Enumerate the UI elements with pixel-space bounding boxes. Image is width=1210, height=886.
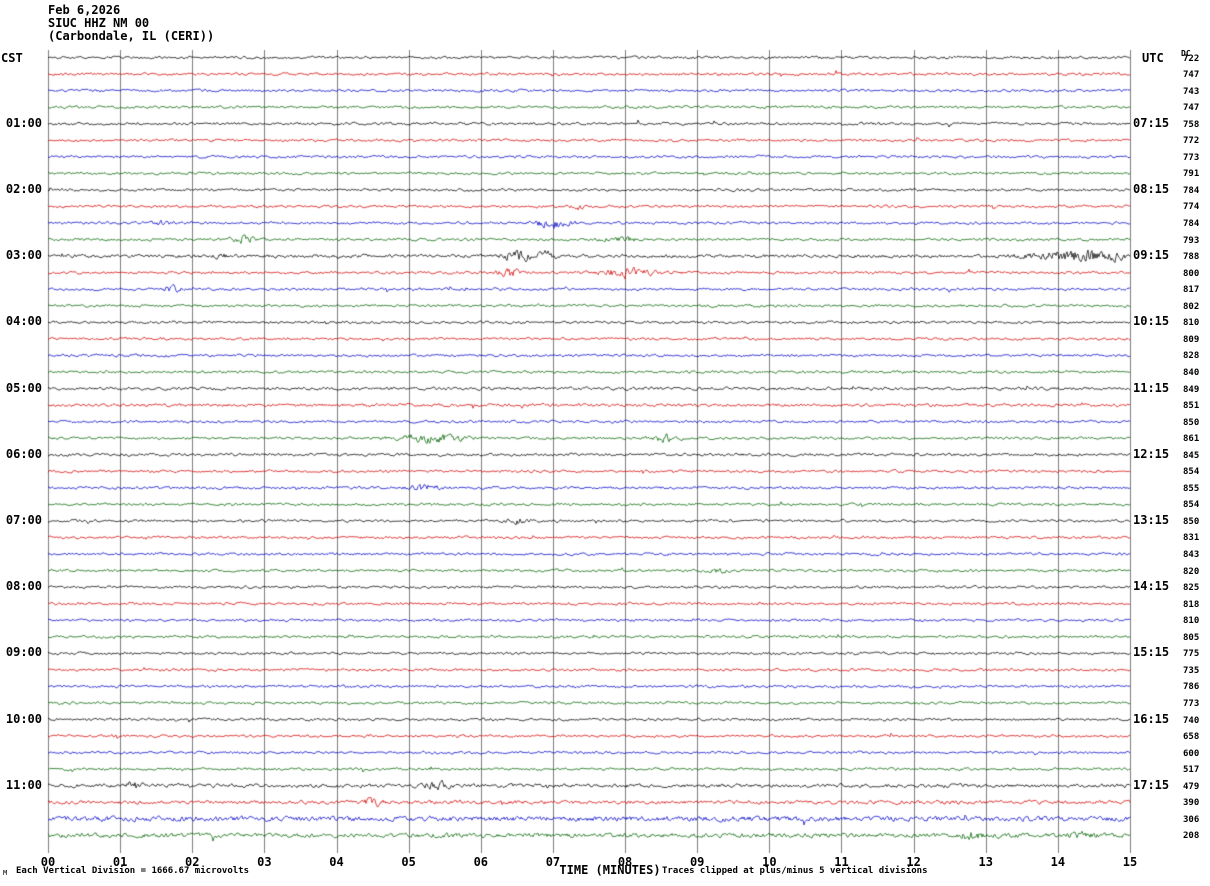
right-time-label: 11:15 [1133, 380, 1170, 395]
minute-label: 09 [689, 855, 705, 869]
dc-value: 831 [1183, 533, 1200, 544]
dc-value: 820 [1183, 566, 1200, 577]
right-time-label: 09:15 [1133, 248, 1170, 263]
minute-label: 06 [473, 855, 489, 869]
dc-value: 809 [1183, 334, 1200, 345]
dc-value: 390 [1183, 798, 1200, 809]
minute-label: 07 [545, 855, 561, 869]
dc-value: 747 [1183, 70, 1200, 81]
dc-value: 517 [1183, 765, 1200, 776]
minute-label: 01 [112, 855, 128, 869]
minute-label: 02 [185, 855, 200, 869]
dc-value: 793 [1183, 235, 1200, 246]
dc-value: 840 [1183, 367, 1200, 378]
dc-value: 740 [1183, 715, 1200, 726]
dc-value: 775 [1183, 649, 1200, 660]
dc-value: 850 [1183, 516, 1200, 527]
left-time-label: 06:00 [5, 446, 42, 461]
x-axis-title: TIME (MINUTES) [559, 863, 661, 877]
right-time-label: 14:15 [1133, 579, 1170, 594]
dc-value: 735 [1183, 665, 1200, 676]
dc-value: 758 [1183, 119, 1200, 130]
left-time-label: 09:00 [5, 645, 42, 660]
right-time-label: 12:15 [1133, 446, 1170, 461]
minute-label: 14 [1050, 855, 1066, 869]
dc-value: 772 [1183, 136, 1200, 147]
left-time-label: 11:00 [5, 777, 42, 792]
dc-value: 825 [1183, 583, 1200, 594]
dc-value: 600 [1183, 748, 1200, 759]
left-time-label: 08:00 [5, 579, 42, 594]
dc-value: 861 [1183, 434, 1200, 445]
minute-label: 13 [978, 855, 993, 869]
right-time-label: 17:15 [1133, 777, 1170, 792]
dc-value: 774 [1183, 202, 1200, 213]
dc-value: 828 [1183, 351, 1200, 362]
dc-value: 810 [1183, 318, 1200, 329]
right-time-label: 07:15 [1133, 115, 1170, 130]
left-time-label: 05:00 [5, 380, 42, 395]
left-time-label: 03:00 [5, 248, 42, 263]
dc-value: 850 [1183, 417, 1200, 428]
dc-value: 788 [1183, 252, 1200, 263]
dc-value: 810 [1183, 616, 1200, 627]
left-time-label: 04:00 [5, 314, 42, 329]
dc-value: 306 [1183, 814, 1200, 825]
minute-label: 04 [329, 855, 344, 869]
right-time-label: 15:15 [1133, 645, 1170, 660]
dc-value: 479 [1183, 781, 1200, 792]
scale-note: Each Vertical Division = 1666.67 microvo… [16, 866, 249, 876]
dc-value: 658 [1183, 732, 1200, 743]
dc-value: 208 [1183, 831, 1200, 842]
minute-label: 08 [617, 855, 633, 869]
dc-value: 849 [1183, 384, 1200, 395]
dc-value: 784 [1183, 185, 1200, 196]
dc-value: 805 [1183, 632, 1200, 643]
dc-value: 784 [1183, 219, 1200, 229]
dc-value: 818 [1183, 599, 1200, 610]
dc-value: 791 [1183, 169, 1200, 180]
left-time-label: 01:00 [5, 115, 42, 130]
dc-value: 800 [1183, 268, 1200, 279]
dc-value: 845 [1183, 450, 1200, 461]
dc-value: 743 [1183, 86, 1200, 97]
dc-value: 851 [1183, 401, 1200, 412]
right-time-label: 16:15 [1133, 711, 1170, 726]
right-time-label: 08:15 [1133, 181, 1170, 196]
dc-value: 773 [1183, 152, 1200, 163]
minute-label: 05 [401, 855, 416, 869]
minute-label: 15 [1122, 855, 1138, 869]
left-time-label: 10:00 [5, 711, 42, 726]
minute-label: 11 [834, 855, 849, 869]
dc-value: 843 [1183, 550, 1200, 560]
right-time-label: 13:15 [1133, 512, 1170, 527]
dc-value: 773 [1183, 698, 1200, 709]
dc-value: 854 [1183, 467, 1200, 478]
dc-value: 854 [1183, 500, 1200, 511]
dc-value: 786 [1183, 682, 1200, 693]
minute-label: 00 [40, 855, 56, 869]
left-time-label: 07:00 [5, 512, 42, 527]
corner-mark: M [3, 869, 8, 877]
right-time-label: 10:15 [1133, 314, 1170, 329]
dc-value: 747 [1183, 103, 1200, 114]
dc-value: 722 [1183, 53, 1200, 64]
dc-value: 855 [1183, 483, 1200, 494]
dc-value: 802 [1183, 301, 1200, 312]
minute-label: 10 [762, 855, 777, 869]
clip-note: Traces clipped at plus/minus 5 vertical … [662, 866, 928, 876]
minute-label: 03 [257, 855, 272, 869]
dc-value: 817 [1183, 285, 1200, 296]
minute-label: 12 [906, 855, 921, 869]
left-time-label: 02:00 [5, 181, 42, 196]
